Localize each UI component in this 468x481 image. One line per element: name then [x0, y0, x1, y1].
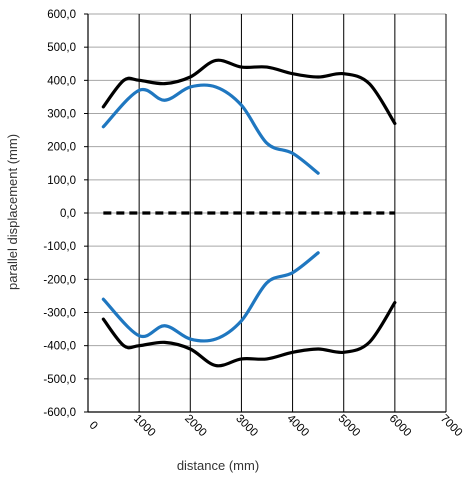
x-tick-label: 1000: [131, 413, 158, 440]
x-tick-label: 0: [87, 419, 100, 432]
y-axis-title: parallel displacement (mm): [5, 134, 20, 290]
x-tick-label: 6000: [387, 413, 414, 440]
x-tick-label: 5000: [336, 413, 363, 440]
y-tick-label: -300,0: [43, 308, 76, 320]
y-tick-label: 100,0: [47, 175, 76, 187]
series-line-3: [101, 83, 320, 175]
y-tick-label: 400,0: [47, 75, 76, 87]
y-tick-label: 200,0: [47, 142, 76, 154]
x-tick-label: 3000: [233, 413, 260, 440]
x-tick-labels: 0 1000 2000 3000 4000 5000 6000 7000: [87, 413, 465, 440]
y-tick-label: -200,0: [43, 274, 76, 286]
series-lines: [101, 58, 397, 368]
x-tick-label: 7000: [438, 413, 465, 440]
series-line-2: [101, 300, 397, 368]
y-tick-label: -400,0: [43, 341, 76, 353]
y-tick-label: 300,0: [47, 109, 76, 121]
y-tick-labels: 600,0 500,0 400,0 300,0 200,0 100,0 0,0 -100,0 -…: [43, 9, 76, 419]
y-tick-label: -500,0: [43, 374, 76, 386]
axes: [84, 13, 446, 413]
x-tick-label: 4000: [284, 413, 311, 440]
x-tick-label: 2000: [182, 413, 209, 440]
y-tick-label: -100,0: [43, 241, 76, 253]
series-line-4: [101, 251, 320, 343]
y-tick-label: 600,0: [47, 9, 76, 21]
y-tick-label: -600,0: [43, 407, 76, 419]
x-axis-title: distance (mm): [177, 458, 259, 473]
y-tick-label: 0,0: [60, 208, 76, 220]
series-line-1: [101, 58, 397, 126]
y-tick-label: 500,0: [47, 42, 76, 54]
